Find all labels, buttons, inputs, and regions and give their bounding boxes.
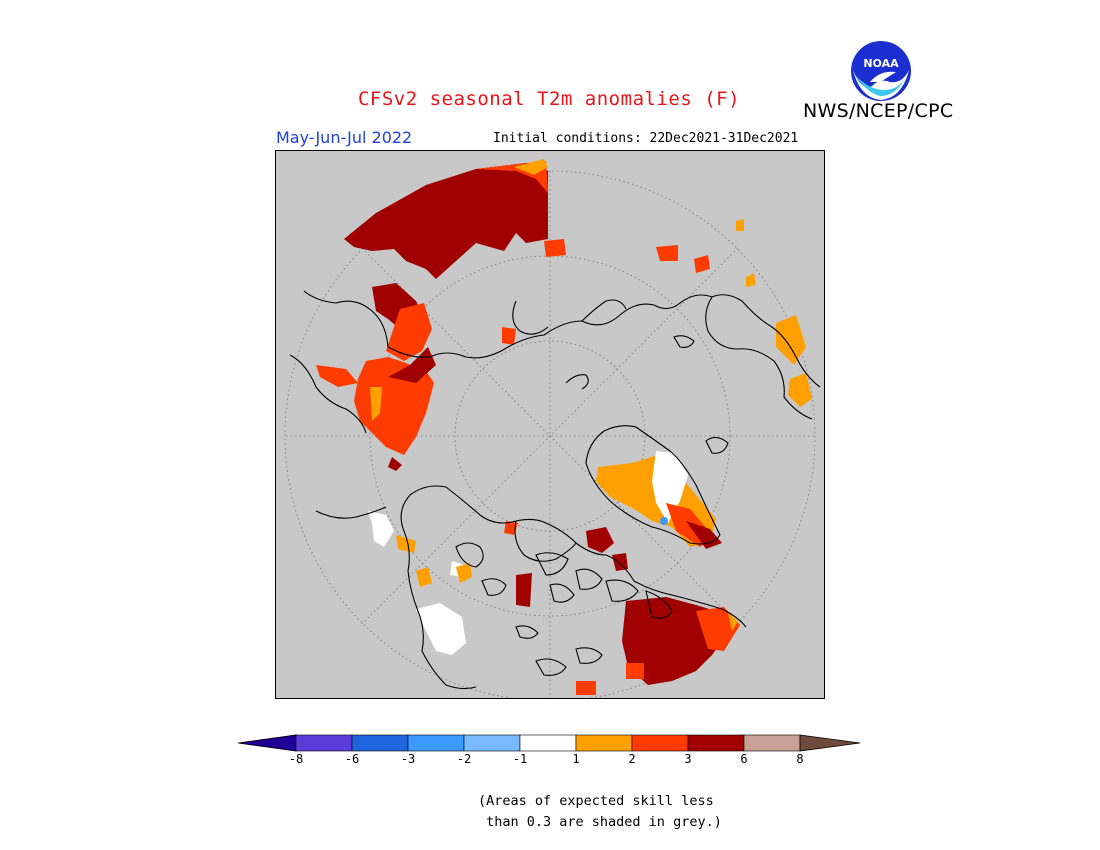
- colorbar-tick: -1: [512, 752, 528, 766]
- coastlines: [289, 290, 821, 690]
- period-label: May-Jun-Jul 2022: [276, 128, 413, 147]
- agency-label: NWS/NCEP/CPC: [803, 100, 954, 122]
- colorbar-tick: -6: [344, 752, 360, 766]
- colorbar-tick: 3: [684, 752, 692, 766]
- skill-note: (Areas of expected skill less than 0.3 a…: [478, 793, 722, 830]
- colorbar-tick: -8: [288, 752, 304, 766]
- colorbar-tick: 8: [796, 752, 804, 766]
- colorbar-tick: 1: [572, 752, 580, 766]
- polar-map: [275, 150, 825, 699]
- noaa-logo-text: NOAA: [863, 57, 899, 70]
- colorbar-tick: -3: [400, 752, 416, 766]
- colorbar: [238, 734, 861, 752]
- initial-conditions-label: Initial conditions: 22Dec2021-31Dec2021: [493, 131, 799, 146]
- page-title: CFSv2 seasonal T2m anomalies (F): [357, 88, 741, 110]
- colorbar-tick: 6: [740, 752, 748, 766]
- map-grid: [284, 170, 816, 698]
- anomaly-patches: [316, 159, 812, 695]
- colorbar-tick: 2: [628, 752, 636, 766]
- colorbar-tick: -2: [456, 752, 472, 766]
- noaa-logo: NOAA: [850, 40, 912, 102]
- map-svg: [284, 159, 821, 698]
